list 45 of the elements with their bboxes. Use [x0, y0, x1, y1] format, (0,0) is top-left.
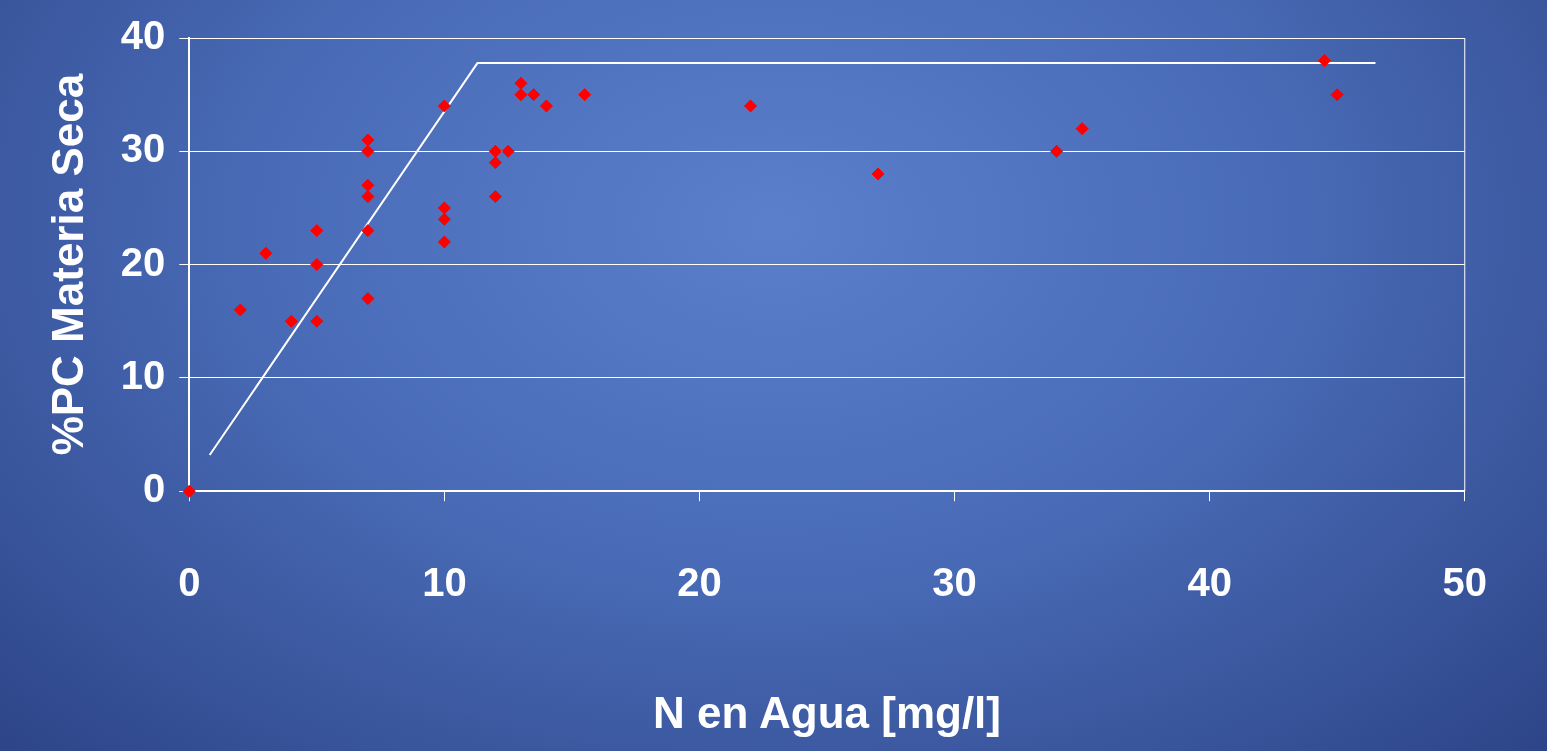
point	[1330, 88, 1344, 102]
x-tick-label: 50	[1442, 560, 1487, 605]
x-tick-label: 30	[932, 560, 977, 605]
point	[514, 76, 528, 90]
point	[233, 303, 247, 317]
point	[514, 88, 528, 102]
point	[182, 484, 196, 498]
x-axis-title: N en Agua [mg/l]	[653, 687, 1001, 737]
point	[488, 190, 502, 204]
point	[1075, 122, 1089, 136]
point	[744, 99, 757, 113]
y-tick-label: 0	[143, 466, 166, 511]
x-tick-label: 40	[1187, 560, 1232, 605]
point	[437, 235, 451, 249]
point	[501, 144, 515, 158]
point	[488, 156, 502, 170]
y-tick-label: 20	[120, 239, 166, 284]
point	[310, 314, 324, 328]
x-tick-label: 20	[677, 560, 722, 605]
point	[361, 292, 375, 306]
point	[437, 212, 451, 226]
y-tick-label: 30	[120, 126, 166, 171]
point	[259, 246, 273, 260]
point	[361, 178, 375, 192]
point	[361, 133, 375, 147]
point	[1317, 54, 1331, 68]
point	[361, 224, 375, 238]
y-tick-label: 10	[120, 352, 166, 397]
point	[310, 258, 324, 272]
point	[361, 190, 375, 204]
point	[539, 99, 553, 113]
y-axis-title: %PC Materia Seca	[42, 73, 92, 456]
point	[284, 314, 298, 328]
point	[488, 144, 502, 158]
point	[310, 224, 324, 238]
point	[578, 88, 592, 102]
point	[871, 167, 885, 181]
x-tick-label: 10	[422, 560, 467, 605]
point	[527, 88, 541, 102]
y-tick-label: 40	[120, 13, 166, 58]
point	[1050, 144, 1064, 158]
point	[361, 144, 375, 158]
point	[437, 99, 451, 113]
point	[437, 201, 451, 215]
x-tick-label: 0	[178, 560, 201, 605]
